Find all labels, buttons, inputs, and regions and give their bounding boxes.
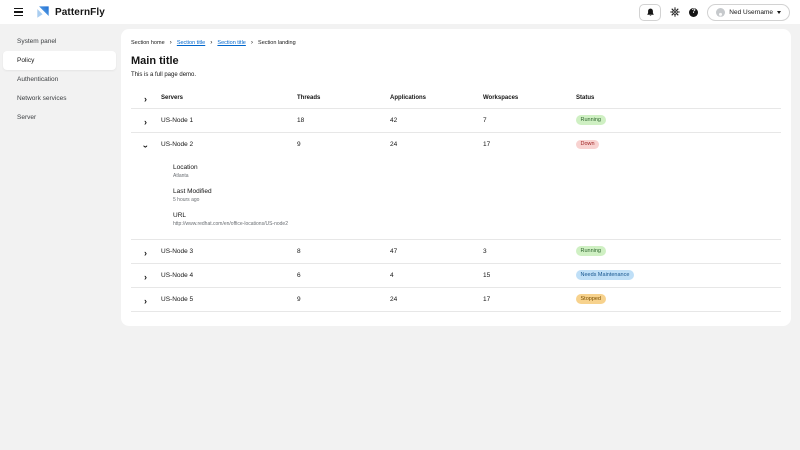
detail-label: URL [173, 211, 187, 219]
table-row-us-node-4: › US-Node 4 6 4 15 Needs Maintenance [131, 264, 781, 288]
cell-applications: 24 [390, 295, 398, 303]
column-header-workspaces: Workspaces [483, 94, 519, 101]
detail-value: 5 hours ago [173, 196, 200, 203]
cell-threads: 6 [297, 271, 301, 279]
table-row-us-node-3: › US-Node 3 8 47 3 Running [131, 240, 781, 264]
column-header-threads: Threads [297, 94, 321, 101]
bell-icon [646, 8, 655, 17]
detail-value: Atlanta [173, 172, 189, 179]
column-header-servers: Servers [161, 94, 184, 101]
cell-threads: 18 [297, 116, 305, 124]
status-badge: Running [576, 246, 606, 256]
cell-applications: 42 [390, 116, 398, 124]
status-badge: Running [576, 115, 606, 125]
caret-down-icon [777, 10, 781, 14]
sidebar-item-authentication[interactable]: Authentication [17, 76, 59, 83]
breadcrumb: Section home › Section title › Section t… [131, 39, 781, 47]
cell-threads: 9 [297, 295, 301, 303]
row-expand-toggle[interactable]: › [131, 244, 161, 259]
status-badge: Stopped [576, 294, 606, 304]
cell-workspaces: 17 [483, 141, 491, 148]
brand-name: PatternFly [55, 6, 105, 18]
user-name: Ned Username [729, 8, 773, 16]
sidebar-item-policy[interactable]: Policy [3, 51, 116, 70]
cell-applications: 47 [390, 247, 398, 255]
question-circle-icon: ? [689, 7, 699, 17]
user-menu-button[interactable]: Ned Username [707, 3, 790, 21]
sidebar-item-network-services[interactable]: Network services [17, 95, 67, 102]
row-expand-toggle[interactable]: › [131, 268, 161, 283]
cell-threads: 9 [297, 141, 301, 148]
servers-table: › Servers Threads Applications Workspace… [131, 88, 781, 312]
avatar [716, 7, 726, 17]
table-row-us-node-5: › US-Node 5 9 24 17 Stopped [131, 288, 781, 312]
masthead: PatternFly [0, 0, 800, 24]
breadcrumb-item-section-title-1[interactable]: Section title [176, 40, 206, 47]
cell-server: US-Node 4 [161, 271, 194, 279]
chevron-right-icon: › [144, 271, 147, 282]
row-expanded-details: Location Atlanta Last Modified 5 hours a… [131, 157, 781, 240]
gear-icon [670, 7, 680, 17]
detail-value: http://www.redhat.com/en/office-location… [173, 220, 288, 227]
chevron-right-icon: › [144, 116, 147, 127]
breadcrumb-item-section-home[interactable]: Section home [131, 40, 165, 47]
cell-server: US-Node 3 [161, 247, 194, 255]
settings-button[interactable] [670, 7, 680, 17]
status-badge: Needs Maintenance [576, 270, 634, 280]
cell-applications: 4 [390, 271, 394, 279]
row-expand-toggle[interactable]: › [131, 113, 161, 128]
expand-all-toggle[interactable]: › [131, 90, 161, 105]
main-content-card: Section home › Section title › Section t… [121, 29, 791, 326]
hamburger-icon [14, 7, 23, 10]
cell-workspaces: 15 [483, 271, 491, 279]
table-row-us-node-1: › US-Node 1 18 42 7 Running [131, 109, 781, 133]
chevron-right-icon: › [144, 94, 147, 104]
notifications-button[interactable] [639, 3, 662, 21]
detail-last-modified: Last Modified 5 hours ago [173, 188, 781, 203]
chevron-right-icon: › [169, 39, 172, 46]
sidebar-item-system-panel[interactable]: System panel [17, 38, 57, 45]
sidebar-nav: System panel Policy Authentication Netwo… [0, 24, 121, 450]
cell-server: US-Node 5 [161, 295, 194, 303]
cell-workspaces: 3 [483, 247, 487, 255]
chevron-right-icon: › [210, 39, 213, 46]
breadcrumb-item-section-title-2[interactable]: Section title [217, 40, 246, 47]
sidebar-item-server[interactable]: Server [17, 114, 37, 121]
page-title: Main title [131, 54, 179, 67]
detail-label: Last Modified [173, 187, 212, 195]
cell-server: US-Node 2 [161, 141, 194, 148]
detail-url: URL http://www.redhat.com/en/office-loca… [173, 212, 781, 227]
column-header-status: Status [576, 94, 595, 101]
detail-location: Location Atlanta [173, 164, 781, 179]
row-collapse-toggle[interactable]: › [131, 137, 161, 152]
patternfly-logo-icon [36, 5, 50, 19]
cell-applications: 24 [390, 141, 398, 148]
nav-toggle-button[interactable] [12, 6, 25, 18]
cell-workspaces: 7 [483, 116, 487, 124]
cell-workspaces: 17 [483, 295, 491, 303]
table-row-us-node-2: › US-Node 2 9 24 17 Down [131, 133, 781, 157]
help-button[interactable]: ? [689, 7, 699, 17]
cell-threads: 8 [297, 247, 301, 255]
page-description: This is a full page demo. [131, 71, 197, 78]
row-expand-toggle[interactable]: › [131, 292, 161, 307]
detail-label: Location [173, 163, 198, 171]
column-header-applications: Applications [390, 94, 427, 101]
chevron-right-icon: › [144, 247, 147, 258]
chevron-down-icon: › [141, 145, 151, 148]
cell-server: US-Node 1 [161, 116, 194, 124]
brand-link[interactable]: PatternFly [36, 5, 105, 19]
chevron-right-icon: › [144, 295, 147, 306]
chevron-right-icon: › [250, 39, 254, 46]
breadcrumb-item-section-landing: Section landing [258, 40, 296, 47]
table-header-row: › Servers Threads Applications Workspace… [131, 88, 781, 109]
status-badge: Down [576, 139, 600, 150]
